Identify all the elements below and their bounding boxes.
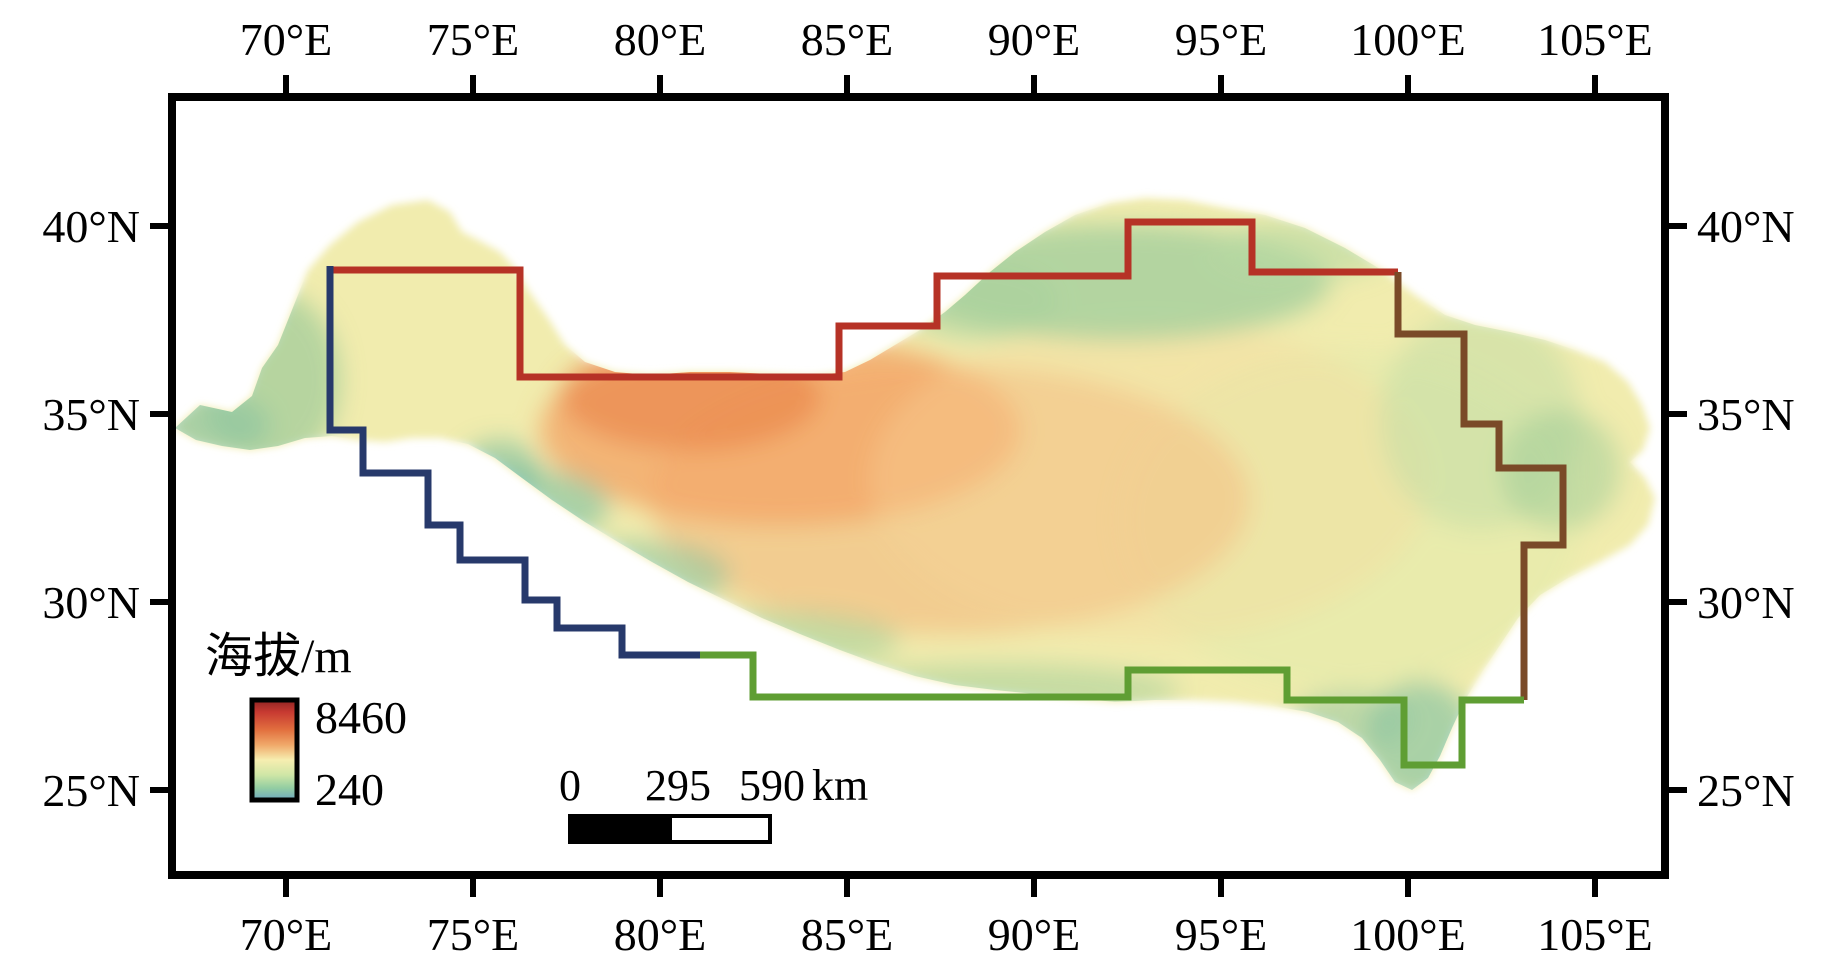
lon-label-bottom: 95°E — [1175, 909, 1268, 960]
lon-label-top: 85°E — [801, 14, 894, 65]
lon-label-bottom: 80°E — [614, 909, 707, 960]
legend-max-value: 8460 — [315, 692, 407, 743]
scalebar-segment-filled — [570, 816, 670, 842]
lat-label-right: 40°N — [1697, 201, 1795, 252]
boundary-overlays — [326, 218, 1567, 769]
lon-label-top: 95°E — [1175, 14, 1268, 65]
lon-label-bottom: 70°E — [240, 909, 333, 960]
lon-label-top: 100°E — [1350, 14, 1466, 65]
north-boundary-line — [330, 218, 1398, 381]
lat-label-left: 30°N — [42, 577, 140, 628]
axis-ticks — [150, 75, 1687, 897]
legend-min-value: 240 — [315, 764, 384, 815]
scalebar-unit-label: km — [812, 761, 868, 810]
west-boundary-line — [326, 266, 700, 659]
lon-label-top: 80°E — [614, 14, 707, 65]
lat-label-left: 40°N — [42, 201, 140, 252]
axis-labels: 70°E 75°E 80°E 85°E 90°E 95°E 100°E 105°… — [42, 14, 1794, 960]
lat-label-right: 25°N — [1697, 765, 1795, 816]
lat-label-left: 25°N — [42, 765, 140, 816]
lon-label-bottom: 105°E — [1537, 909, 1653, 960]
lat-label-left: 35°N — [42, 389, 140, 440]
legend-title: 海拔/m — [205, 630, 352, 683]
lon-label-bottom: 75°E — [427, 909, 520, 960]
lon-label-bottom: 85°E — [801, 909, 894, 960]
scalebar-start-label: 0 — [559, 761, 581, 810]
terrain-tint-patches — [175, 220, 1620, 790]
scalebar-segment-empty — [668, 814, 772, 844]
scalebar: 0 295 590 km — [559, 761, 868, 844]
scalebar-middle-label: 295 — [645, 761, 711, 810]
elevation-colorbar — [249, 697, 300, 803]
scalebar-outline — [568, 814, 772, 844]
lat-label-right: 35°N — [1697, 389, 1795, 440]
lat-label-right: 30°N — [1697, 577, 1795, 628]
map-frame — [168, 93, 1669, 879]
lon-label-top: 70°E — [240, 14, 333, 65]
elevation-legend: 海拔/m 8460 240 — [205, 630, 407, 815]
lon-label-top: 90°E — [988, 14, 1081, 65]
lon-label-top: 105°E — [1537, 14, 1653, 65]
south-boundary-line — [700, 651, 1524, 769]
lon-label-top: 75°E — [427, 14, 520, 65]
east-boundary-line — [1394, 272, 1567, 700]
lon-label-bottom: 100°E — [1350, 909, 1466, 960]
lon-label-bottom: 90°E — [988, 909, 1081, 960]
terrain-layer — [175, 198, 1655, 790]
scalebar-end-label: 590 — [739, 761, 805, 810]
